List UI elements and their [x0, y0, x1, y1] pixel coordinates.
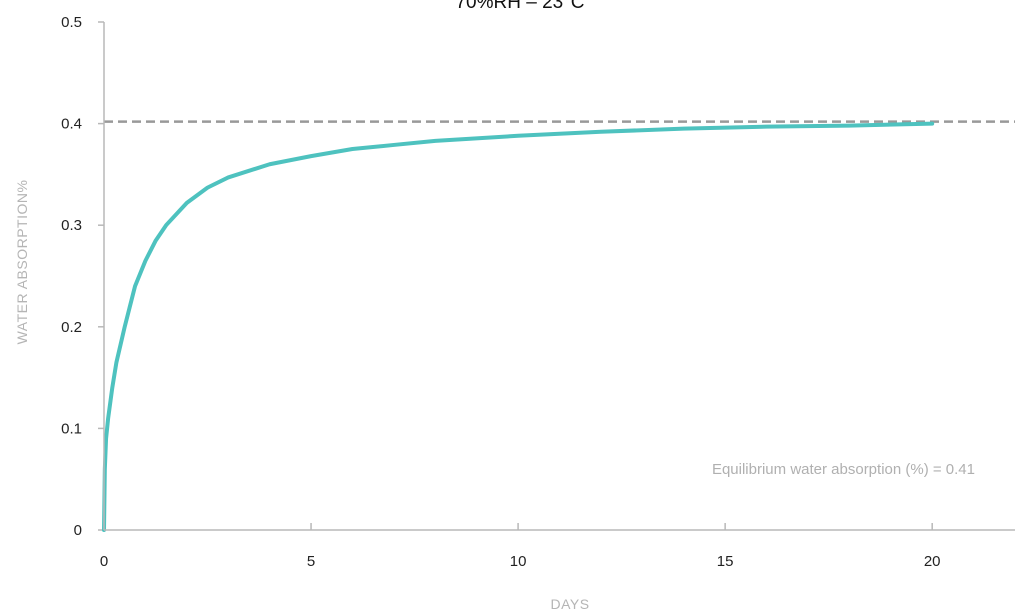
y-tick-label: 0.3 [61, 217, 82, 234]
y-axis-title: WATER ABSORPTION% [14, 180, 30, 345]
x-tick-label: 10 [510, 553, 527, 570]
x-tick-label: 20 [924, 553, 941, 570]
equilibrium-annotation: Equilibrium water absorption (%) = 0.41 [712, 461, 975, 478]
x-axis-title: DAYS [550, 596, 589, 612]
x-axis-ticks: 0 5 10 15 20 [100, 523, 941, 570]
y-axis-ticks: 0 0.1 0.2 0.3 0.4 0.5 [61, 14, 104, 539]
y-tick-label: 0.2 [61, 319, 82, 336]
y-tick-label: 0 [74, 522, 82, 539]
y-tick-label: 0.1 [61, 420, 82, 437]
x-tick-label: 15 [717, 553, 734, 570]
y-tick-label: 0.5 [61, 14, 82, 31]
y-tick-label: 0.4 [61, 116, 82, 133]
x-tick-label: 0 [100, 553, 108, 570]
x-tick-label: 5 [307, 553, 315, 570]
series-line [102, 121, 935, 532]
chart-title: 70%RH – 23°C [455, 0, 584, 13]
